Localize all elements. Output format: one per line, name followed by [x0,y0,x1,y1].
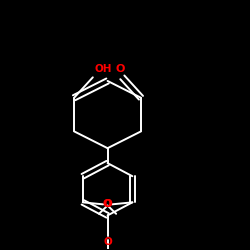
Text: O: O [102,199,111,209]
Text: O: O [103,237,112,247]
Text: OH: OH [94,64,112,74]
Text: O: O [116,64,125,74]
Text: O: O [104,199,113,209]
